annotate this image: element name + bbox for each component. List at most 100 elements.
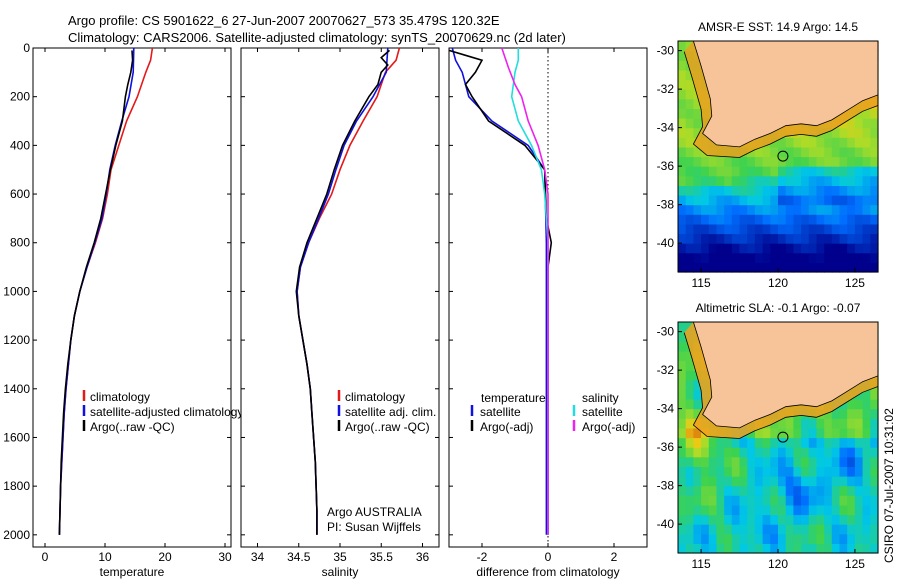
altimetry-field-cell — [724, 543, 733, 554]
amsr-field-cell — [685, 108, 694, 119]
altimetry-field-cell — [778, 485, 787, 496]
altimetry-field-cell — [747, 456, 756, 467]
amsr-field-cell — [801, 137, 810, 148]
amsr-field-cell — [870, 252, 879, 263]
altimetry-field-cell — [693, 543, 702, 554]
altimetry-field-cell — [816, 524, 825, 535]
temperature-xtick-label: 0 — [42, 550, 49, 564]
amsr-field-cell — [739, 252, 748, 263]
altimetry-field-cell — [808, 476, 818, 487]
altimetry-field-cell — [793, 418, 802, 429]
temperature-ytick-label: 1800 — [3, 479, 30, 493]
amsr-field-cell — [685, 156, 694, 167]
altimetry-field-cell — [701, 533, 710, 544]
altimetry-field-cell — [801, 495, 810, 506]
altimetry-field-cell — [739, 543, 748, 554]
amsr-field-cell — [678, 89, 687, 100]
altimetry-field-cell — [739, 456, 748, 467]
amsr-field-cell — [824, 156, 833, 167]
amsr-field-cell — [847, 175, 856, 186]
altimetry-land-mass — [678, 321, 879, 429]
altimetry-field-cell — [862, 456, 871, 467]
amsr-field-cell — [716, 156, 725, 167]
altimetry-field-cell — [831, 437, 841, 448]
amsr-field-cell — [708, 223, 718, 235]
temperature-xtick-label: 10 — [98, 550, 112, 564]
amsr-field-cell — [778, 185, 787, 196]
amsr-field-cell — [731, 185, 741, 196]
altimetry-field-cell — [685, 524, 694, 535]
altimetry-field-cell — [816, 418, 825, 429]
amsr-field-cell — [862, 214, 871, 225]
altimetry-field-cell — [824, 476, 833, 487]
amsr-field-cell — [693, 146, 702, 158]
altimetry-field-cell — [762, 447, 771, 458]
altimetry-field-cell — [701, 485, 710, 496]
amsr-field-cell — [716, 243, 725, 254]
amsr-field-cell — [739, 243, 748, 254]
amsr-field-cell — [778, 195, 787, 206]
amsr-field-cell — [754, 243, 764, 254]
amsr-field-cell — [801, 252, 810, 263]
amsr-field-cell — [762, 233, 771, 244]
altimetry-field-cell — [816, 485, 825, 496]
altimetry-field-cell — [816, 514, 825, 525]
amsr-field-cell — [839, 204, 848, 215]
amsr-field-cell — [678, 262, 687, 273]
altimetry-field-cell — [708, 504, 718, 516]
altimetry-field-cell — [839, 466, 848, 477]
altimetry-field-cell — [716, 437, 725, 448]
altimetry-field-cell — [708, 514, 718, 525]
altimetry-field-cell — [870, 447, 879, 458]
altimetry-field-cell — [824, 466, 833, 477]
altimetry-field-cell — [870, 524, 879, 535]
amsr-field-cell — [747, 223, 756, 235]
amsr-field-cell — [724, 204, 733, 215]
amsr-field-cell — [839, 146, 848, 158]
amsr-field-cell — [770, 146, 779, 158]
altimetry-field-cell — [854, 466, 864, 477]
amsr-field-cell — [847, 223, 856, 235]
amsr-field-cell — [778, 166, 787, 177]
amsr-field-cell — [793, 223, 802, 235]
altimetry-field-cell — [678, 360, 687, 371]
altimetry-field-cell — [824, 447, 833, 458]
amsr-field-cell — [678, 223, 687, 235]
amsr-field-cell — [824, 166, 833, 177]
altimetry-field-cell — [808, 427, 818, 439]
altimetry-field-cell — [754, 495, 764, 506]
amsr-field-cell — [770, 223, 779, 235]
amsr-field-cell — [778, 204, 787, 215]
altimetry-field-cell — [793, 533, 802, 544]
amsr-field-cell — [716, 175, 725, 186]
amsr-map-ytick-label: -40 — [657, 236, 675, 250]
amsr-field-cell — [754, 262, 764, 273]
temperature-ytick-label: 800 — [10, 236, 30, 250]
altimetry-field-cell — [762, 427, 771, 439]
amsr-field-cell — [731, 156, 741, 167]
amsr-field-cell — [854, 156, 864, 167]
amsr-field-cell — [816, 233, 825, 244]
temperature-ytick-label: 200 — [10, 90, 30, 104]
altimetry-field-cell — [693, 456, 702, 467]
amsr-isobath-line — [683, 51, 879, 158]
amsr-field-cell — [685, 146, 694, 158]
amsr-field-cell — [808, 233, 818, 244]
amsr-field-cell — [762, 175, 771, 186]
amsr-field-cell — [747, 252, 756, 263]
amsr-field-cell — [831, 195, 841, 206]
amsr-field-cell — [824, 204, 833, 215]
amsr-field-cell — [793, 243, 802, 254]
altimetry-map-ytick-label: -30 — [657, 325, 675, 339]
altimetry-field-cell — [693, 437, 702, 448]
altimetry-field-cell — [762, 466, 771, 477]
amsr-field-cell — [808, 185, 818, 196]
amsr-field-cell — [762, 204, 771, 215]
amsr-field-cell — [747, 214, 756, 225]
amsr-field-cell — [793, 146, 802, 158]
amsr-field-cell — [801, 204, 810, 215]
altimetry-field-cell — [816, 476, 825, 487]
amsr-field-cell — [854, 252, 864, 263]
amsr-field-cell — [754, 252, 764, 263]
amsr-field-cell — [824, 137, 833, 148]
